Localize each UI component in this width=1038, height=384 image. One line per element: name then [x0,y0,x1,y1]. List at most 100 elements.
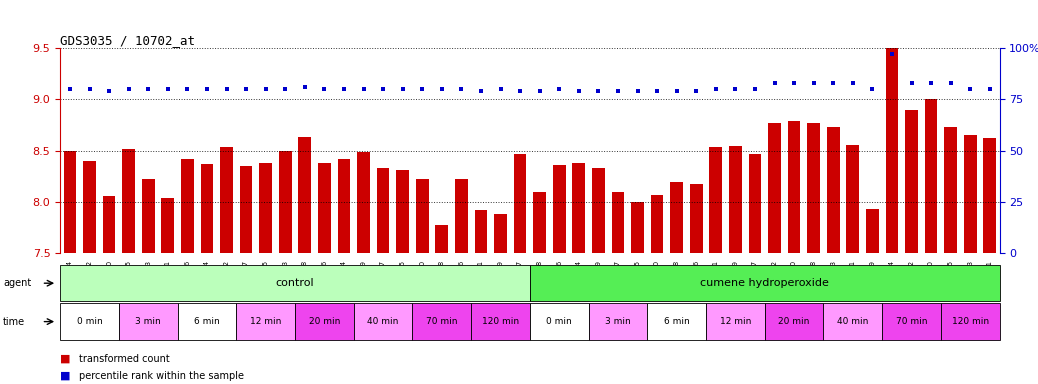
Point [923,80,939,86]
Bar [122,149,135,253]
Bar [553,165,566,253]
Text: cumene hydroperoxide: cumene hydroperoxide [701,278,829,288]
Bar [299,137,311,253]
Bar [945,127,957,253]
Text: GDS3035 / 10702_at: GDS3035 / 10702_at [60,34,195,47]
Point [434,86,450,92]
Text: ■: ■ [60,371,71,381]
Point [629,88,646,94]
Bar [295,303,354,340]
Point [864,86,880,92]
Bar [455,179,468,253]
Text: 120 min: 120 min [952,317,989,326]
Bar [573,163,585,253]
Bar [529,265,1000,301]
Point [805,80,822,86]
Bar [60,303,119,340]
Text: percentile rank within the sample: percentile rank within the sample [79,371,244,381]
Text: 12 min: 12 min [719,317,752,326]
Bar [103,196,115,253]
Text: 40 min: 40 min [837,317,869,326]
Bar [709,147,722,253]
Point [512,88,528,94]
Point [198,86,215,92]
Point [101,88,117,94]
Bar [279,151,292,253]
Text: 120 min: 120 min [482,317,519,326]
Point [982,86,999,92]
Point [962,86,979,92]
Text: 70 min: 70 min [426,317,458,326]
Bar [83,161,95,253]
Bar [63,151,77,253]
Bar [181,159,194,253]
Point [551,86,568,92]
Bar [706,303,765,340]
Bar [377,168,389,253]
Bar [412,303,471,340]
Bar [220,147,233,253]
Bar [177,303,237,340]
Bar [337,159,351,253]
Text: 12 min: 12 min [250,317,281,326]
Bar [514,154,526,253]
Point [590,88,606,94]
Bar [357,152,370,253]
Bar [964,135,977,253]
Point [845,80,862,86]
Point [238,86,254,92]
Bar [354,303,412,340]
Bar [690,184,703,253]
Point [277,86,294,92]
Text: 6 min: 6 min [194,317,220,326]
Bar [648,303,706,340]
Bar [882,303,940,340]
Bar [905,109,918,253]
Point [825,80,842,86]
Point [414,86,431,92]
Point [786,80,802,86]
Bar [471,303,529,340]
Bar [397,170,409,253]
Bar [142,179,155,253]
Text: 20 min: 20 min [778,317,810,326]
Point [180,86,196,92]
Text: 40 min: 40 min [367,317,399,326]
Point [727,86,743,92]
Bar [729,146,742,253]
Point [708,86,725,92]
Point [335,86,352,92]
Point [883,51,900,57]
Point [472,88,489,94]
Point [81,86,98,92]
Point [297,84,313,90]
Bar [808,123,820,253]
Bar [651,195,663,253]
Bar [119,303,177,340]
Bar [436,225,448,253]
Point [766,80,783,86]
Bar [925,99,937,253]
Bar [237,303,295,340]
Bar [529,303,589,340]
Bar [765,303,823,340]
Bar [260,163,272,253]
Bar [866,209,879,253]
Text: 6 min: 6 min [664,317,689,326]
Point [394,86,411,92]
Point [609,88,626,94]
Bar [983,138,996,253]
Bar [240,166,252,253]
Text: agent: agent [3,278,31,288]
Text: transformed count: transformed count [79,354,169,364]
Bar [631,202,644,253]
Text: 70 min: 70 min [896,317,927,326]
Bar [788,121,800,253]
Point [61,86,78,92]
Point [454,86,470,92]
Point [531,88,548,94]
Point [120,86,137,92]
Bar [416,179,429,253]
Point [668,88,685,94]
Bar [827,127,840,253]
